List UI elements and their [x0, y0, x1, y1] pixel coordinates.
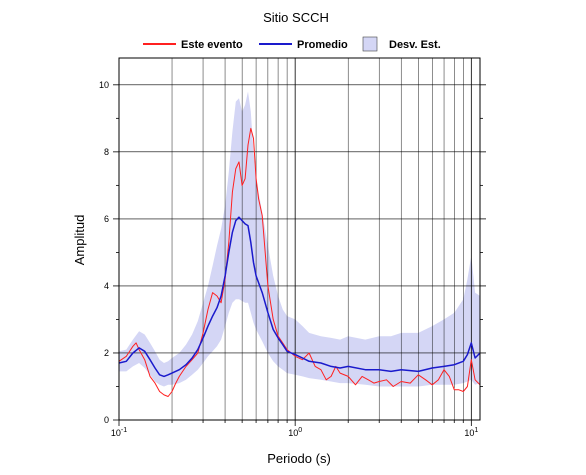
std-band-layer	[119, 91, 480, 387]
legend-label: Promedio	[297, 39, 348, 51]
std-band	[119, 91, 480, 387]
y-tick-label: 8	[104, 147, 109, 157]
series-promedio-line	[118, 216, 481, 378]
series-este-evento-line	[118, 127, 481, 397]
x-tick-label: 10-1	[111, 427, 127, 438]
chart-title: Sitio SCCH	[263, 10, 329, 25]
plot-area: 0 2 4 6 8 10 10-1 100 101	[99, 57, 486, 438]
y-tick-label: 0	[104, 415, 109, 425]
x-axis-title: Periodo (s)	[267, 451, 331, 466]
tick-layer: 0 2 4 6 8 10 10-1 100 101	[99, 80, 486, 438]
legend-swatch-band	[362, 36, 378, 52]
legend: Este evento Promedio Desv. Est.	[143, 36, 441, 52]
y-tick-label: 4	[104, 281, 109, 291]
y-tick-label: 6	[104, 214, 109, 224]
x-tick-label: 100	[288, 427, 302, 438]
y-axis-title: Amplitud	[72, 215, 87, 266]
x-tick-label: 101	[464, 427, 478, 438]
plot-frame	[118, 57, 481, 421]
series-layer	[118, 127, 481, 397]
y-tick-label: 10	[99, 80, 109, 90]
legend-label: Este evento	[181, 39, 243, 51]
grid-layer	[119, 58, 480, 420]
y-tick-label: 2	[104, 348, 109, 358]
legend-label: Desv. Est.	[389, 39, 441, 51]
